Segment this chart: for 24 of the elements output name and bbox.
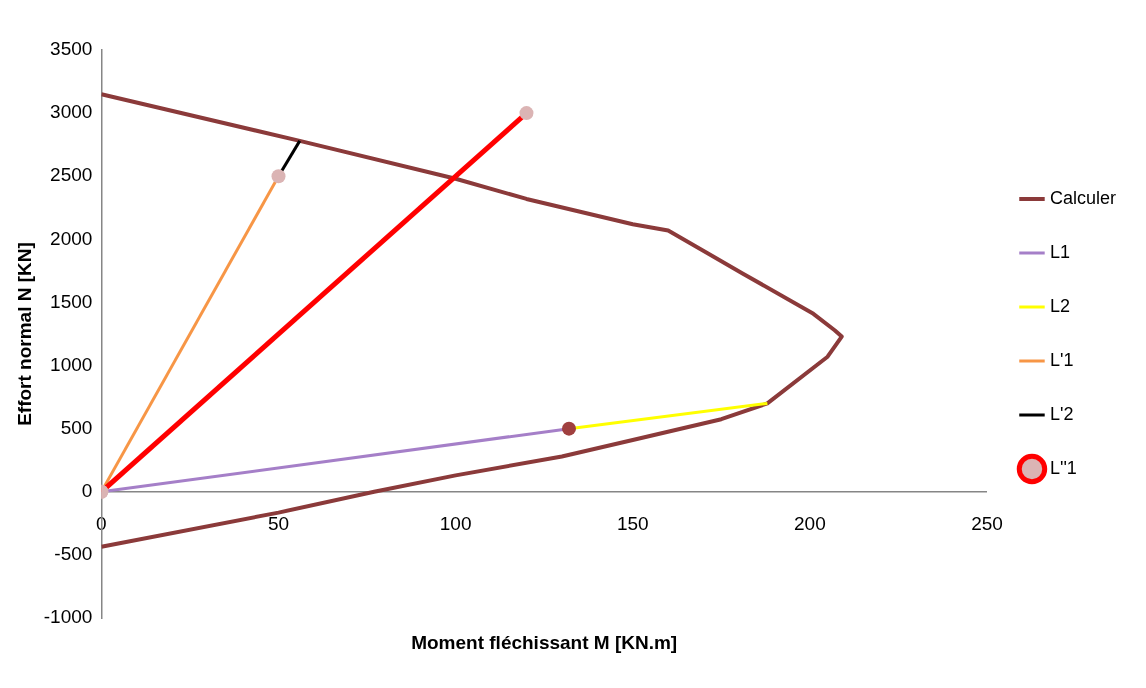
y-tick-label: 3500 (50, 38, 93, 60)
legend-label: L''1 (1049, 457, 1077, 478)
legend-label: Calculer (1049, 187, 1117, 208)
y-tick-label: -500 (54, 543, 93, 565)
y-tick-label: 3000 (50, 101, 93, 123)
y-axis-title: Effort normal N [KN] (13, 242, 35, 426)
y-tick-label: 1000 (50, 353, 93, 375)
legend-label: L2 (1049, 295, 1071, 316)
legend-label: L'2 (1049, 403, 1074, 424)
y-tick-label: 2000 (50, 227, 93, 249)
x-tick-label: 0 (96, 513, 107, 535)
legend-label: L1 (1049, 241, 1071, 262)
legend-label: L'1 (1049, 349, 1074, 370)
y-tick-label: -1000 (43, 606, 93, 628)
x-tick-label: 100 (439, 513, 472, 535)
x-tick-label: 50 (267, 513, 290, 535)
x-tick-label: 250 (971, 513, 1003, 535)
x-tick-label: 200 (794, 513, 826, 535)
x-axis-title: Moment fléchissant M [KN.m] (411, 632, 678, 654)
y-tick-label: 2500 (50, 164, 93, 186)
x-tick-label: 150 (616, 513, 649, 535)
y-tick-label: 1500 (50, 290, 93, 312)
y-tick-label: 500 (60, 416, 93, 438)
y-tick-label: 0 (81, 480, 93, 502)
